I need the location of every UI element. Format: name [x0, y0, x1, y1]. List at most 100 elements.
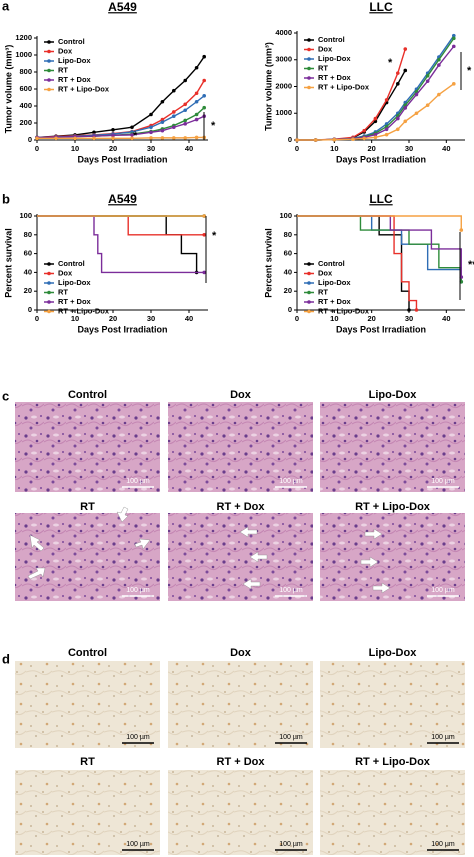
data-point — [149, 125, 153, 130]
data-point — [92, 130, 96, 135]
y-tick-label: 80 — [24, 230, 32, 239]
y-tick-label: 1000 — [15, 50, 32, 59]
y-tick-label: 3000 — [275, 55, 292, 64]
y-tick-label: 0 — [28, 305, 32, 314]
y-tick-label: 40 — [24, 267, 32, 276]
censor-mark — [202, 214, 206, 218]
data-point — [183, 102, 187, 107]
y-tick-label: 0 — [288, 135, 292, 144]
legend-label: RT + Dox — [58, 75, 92, 84]
y-axis-label: Percent survival — [3, 228, 13, 298]
y-tick-label: 20 — [24, 286, 32, 295]
x-tick-label: 30 — [405, 144, 413, 153]
annotation: * — [467, 65, 472, 77]
data-point — [172, 114, 176, 118]
legend-marker — [47, 309, 51, 314]
chart-title: LLC — [369, 0, 393, 14]
image-title: RT + Dox — [217, 756, 266, 768]
annotation: ** — [468, 259, 474, 271]
scale-label: 100 µm — [431, 587, 455, 594]
legend-label: RT — [318, 63, 328, 72]
data-point — [202, 54, 206, 59]
data-point — [362, 128, 367, 133]
x-tick-label: 20 — [109, 144, 117, 153]
y-tick-label: 60 — [24, 249, 32, 258]
image-title: RT + Lipo-Dox — [355, 756, 431, 768]
x-tick-label: 10 — [71, 314, 79, 323]
legend-label: Lipo-Dox — [58, 56, 91, 65]
scale-label: 100 µm — [126, 734, 150, 741]
legend-label: Control — [318, 35, 345, 44]
image-title: Dox — [230, 647, 252, 659]
chart-title: A549 — [108, 192, 137, 206]
legend-marker — [47, 262, 51, 266]
legend-marker — [307, 290, 311, 295]
data-point — [111, 133, 115, 138]
data-point — [194, 91, 199, 96]
scale-label: 100 µm — [279, 587, 303, 594]
micrograph — [168, 661, 313, 748]
legend-label: Lipo-Dox — [318, 54, 351, 63]
y-tick-label: 0 — [28, 135, 32, 144]
x-tick-label: 30 — [405, 314, 413, 323]
data-point — [437, 92, 441, 97]
series-line — [36, 95, 205, 139]
x-tick-label: 30 — [147, 144, 155, 153]
data-point — [172, 125, 176, 130]
image-title: Control — [68, 389, 107, 401]
legend-label: RT — [58, 65, 68, 74]
legend-label: RT + Dox — [58, 297, 92, 306]
legend-label: RT + Lipo-Dox — [58, 306, 110, 315]
data-point — [452, 44, 456, 49]
series-line — [37, 136, 205, 139]
chart-title: LLC — [369, 192, 393, 206]
micrograph — [15, 770, 160, 855]
x-tick-label: 0 — [35, 314, 39, 323]
legend-label: RT + Dox — [318, 73, 352, 82]
data-point — [130, 125, 134, 130]
annotation: * — [388, 57, 393, 69]
series-line — [36, 115, 205, 139]
data-point — [396, 127, 400, 132]
panel-label: b — [2, 191, 10, 206]
y-tick-label: 200 — [19, 118, 32, 127]
x-tick-label: 40 — [442, 144, 450, 153]
data-point — [295, 138, 299, 142]
legend-marker — [47, 59, 51, 63]
legend-marker — [307, 57, 311, 61]
micrograph — [15, 661, 160, 748]
data-point — [384, 132, 389, 137]
data-point — [160, 136, 165, 140]
data-point — [332, 137, 337, 142]
x-tick-label: 20 — [109, 314, 117, 323]
legend-marker — [307, 309, 311, 314]
legend-label: Dox — [58, 46, 73, 55]
legend-label: Control — [318, 259, 345, 268]
data-point — [160, 99, 165, 104]
panel-label: c — [2, 388, 9, 403]
annotation: * — [212, 230, 217, 242]
data-point — [452, 36, 456, 41]
legend-label: Control — [58, 259, 85, 268]
data-point — [172, 136, 176, 140]
data-point — [403, 68, 408, 73]
scale-label: 100 µm — [431, 734, 455, 741]
survival-curve — [37, 215, 205, 274]
legend-label: RT — [318, 287, 328, 296]
x-tick-label: 40 — [442, 314, 450, 323]
image-title: RT — [80, 501, 95, 513]
data-point — [403, 119, 408, 124]
x-tick-label: 0 — [35, 144, 39, 153]
y-tick-label: 80 — [284, 230, 292, 239]
data-point — [396, 116, 400, 121]
data-point — [425, 103, 430, 108]
x-tick-label: 40 — [185, 144, 193, 153]
y-tick-label: 2000 — [275, 81, 292, 90]
legend-marker — [47, 49, 51, 54]
data-point — [425, 79, 430, 83]
legend-marker — [47, 68, 51, 73]
legend-marker — [307, 76, 311, 80]
legend-marker — [47, 290, 51, 295]
scale-label: 100 µm — [126, 478, 150, 485]
